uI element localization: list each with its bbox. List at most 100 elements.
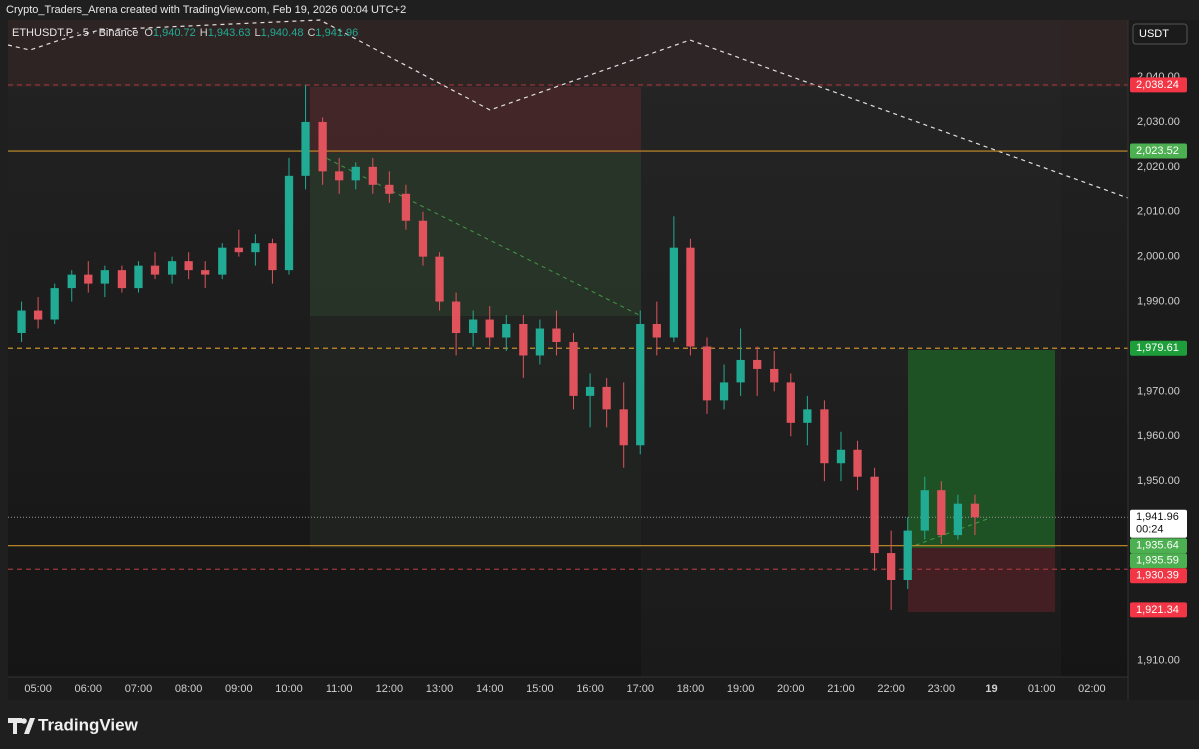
candle-body (50, 288, 59, 320)
price-tag-label: 1,930.39 (1136, 570, 1179, 582)
candle-body (736, 359, 745, 383)
x-tick-label: 14:00 (476, 683, 504, 695)
x-tick-label: 10:00 (275, 683, 303, 695)
candle-body (502, 324, 511, 338)
candle-body (251, 243, 260, 253)
candle-body (770, 368, 779, 383)
x-tick-label: 09:00 (225, 683, 253, 695)
candle-body (970, 503, 980, 518)
ohlc-value: 1,940.48 (261, 27, 304, 39)
candle-body (451, 301, 461, 334)
price-tag (1130, 602, 1187, 618)
candle-body (218, 247, 227, 275)
x-tick-label: 12:00 (376, 683, 404, 695)
short-extended-zone (310, 316, 641, 548)
candle-body (100, 270, 109, 284)
candle-body (234, 247, 243, 253)
candle-body (385, 184, 394, 194)
brand: TradingView (38, 715, 139, 734)
x-tick-label: 05:00 (24, 683, 52, 695)
long-stop-zone (908, 548, 1055, 612)
x-tick-label: 23:00 (928, 683, 956, 695)
top-zone (8, 20, 1128, 87)
candle-body (268, 243, 277, 271)
y-tick-label: 2,000.00 (1137, 251, 1180, 263)
long-target-zone (908, 350, 1055, 548)
candle-body (519, 324, 528, 356)
y-tick-label: 2,030.00 (1137, 116, 1180, 128)
x-tick-label: 22:00 (877, 683, 905, 695)
y-tick-label: 2,020.00 (1137, 161, 1180, 173)
price-tag-sub: 00:24 (1136, 524, 1164, 536)
logo (8, 718, 35, 734)
x-tick-label: 01:00 (1028, 683, 1056, 695)
candle-body (719, 382, 729, 401)
candle-body (469, 319, 478, 334)
candle-body (786, 382, 795, 423)
candle-body (920, 490, 929, 531)
price-tag (1130, 340, 1187, 356)
currency: USDT (1139, 28, 1169, 40)
y-tick-label: 1,910.00 (1137, 655, 1180, 667)
candle-body (753, 359, 762, 369)
price-tag-label: 2,023.52 (1136, 145, 1179, 157)
header: Crypto_Traders_Arena created with Tradin… (6, 4, 406, 16)
ohlc-key: O (144, 27, 153, 39)
price-tag (1130, 77, 1187, 93)
x-tick-label: 13:00 (426, 683, 454, 695)
candle-body (535, 328, 545, 356)
candle-body (401, 193, 411, 221)
candle-body (33, 310, 43, 320)
candle-body (953, 503, 963, 536)
candle-body (636, 324, 645, 446)
ohlc-key: C (307, 27, 315, 39)
x-tick-label: 15:00 (526, 683, 554, 695)
candle-body (17, 310, 26, 334)
candle-body (552, 328, 561, 342)
y-tick-label: 1,950.00 (1137, 475, 1180, 487)
x-tick-label: 06:00 (75, 683, 103, 695)
y-tick-label: 2,010.00 (1137, 206, 1180, 218)
candle-body (435, 256, 444, 302)
candle-body (301, 121, 310, 176)
candle-body (887, 553, 896, 580)
x-tick-label: 08:00 (175, 683, 203, 695)
candle-body (585, 386, 595, 396)
logo-dot (21, 718, 27, 724)
trend-line (7, 19, 1129, 199)
candle-body (803, 409, 812, 423)
legend: ETHUSDT.P · 5 · Binance O1,940.72 H1,943.6… (12, 27, 358, 39)
price-tag-label: 1,935.59 (1136, 555, 1179, 567)
candle-body (686, 247, 695, 347)
trade-path (907, 517, 991, 549)
x-tick-label: 19:00 (727, 683, 755, 695)
candle-body (485, 319, 494, 338)
candle-body (937, 490, 946, 536)
candle-body (335, 171, 344, 181)
candle-body (870, 476, 879, 554)
y-tick-label: 1,970.00 (1137, 385, 1180, 397)
candle-body (903, 530, 912, 580)
price-tag-label: 1,935.64 (1136, 540, 1179, 552)
currency-box[interactable] (1132, 23, 1188, 45)
candle-body (418, 220, 428, 257)
ohlc-key: L (255, 27, 261, 39)
x-tick-label: 18:00 (677, 683, 705, 695)
price-tag-label: 1,921.34 (1136, 604, 1179, 616)
candle-body (117, 270, 127, 289)
price-tag (1130, 509, 1187, 538)
candle-body (318, 121, 327, 172)
price-tag (1130, 553, 1187, 569)
candle-body (569, 341, 578, 396)
ohlc-value: 1,940.72 (153, 27, 196, 39)
ohlc-value: 1,941.96 (315, 27, 358, 39)
y-tick-label: 1,960.00 (1137, 430, 1180, 442)
x-tick-label: 21:00 (827, 683, 855, 695)
candle-body (351, 166, 360, 181)
candle-body (84, 274, 93, 284)
x-tick-label: 16:00 (576, 683, 604, 695)
candle-body (134, 265, 143, 289)
candle-body (853, 449, 862, 477)
candle-body (836, 449, 846, 464)
